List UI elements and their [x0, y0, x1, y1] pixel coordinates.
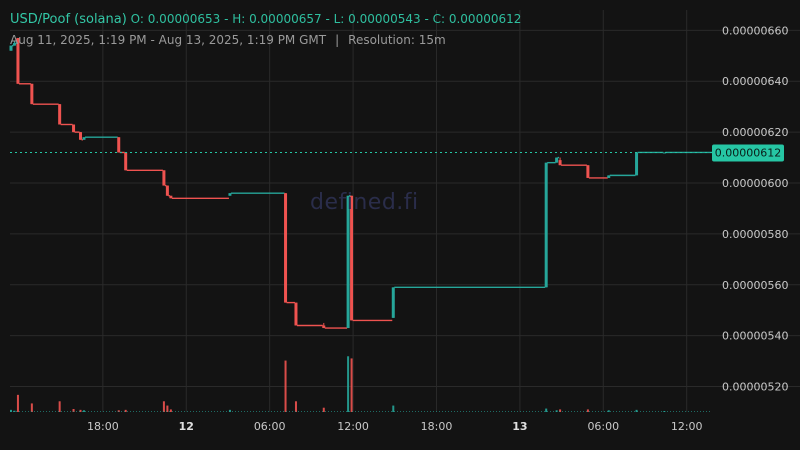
x-tick-label: 12:00: [671, 420, 703, 433]
y-tick-label: 0.00000640: [722, 75, 788, 88]
separator: |: [335, 33, 340, 47]
volume-bar: [586, 409, 589, 412]
volume-bar: [392, 405, 395, 412]
candle-body: [558, 160, 562, 166]
volume-bar: [30, 403, 33, 412]
volume-bar: [635, 409, 638, 412]
y-tick-label: 0.00000560: [722, 279, 788, 292]
x-tick-label: 18:00: [87, 420, 119, 433]
volume-bar: [124, 409, 127, 412]
x-tick-label: 12: [179, 420, 194, 433]
candle-body: [9, 45, 13, 51]
pair-title: USD/Poof (solana): [10, 12, 127, 27]
candle-body: [12, 43, 16, 46]
y-tick-label: 0.00000600: [722, 177, 788, 190]
y-tick-label: 0.00000660: [722, 24, 788, 37]
candle-body: [228, 193, 232, 196]
candle-body: [58, 104, 62, 125]
candle-body: [294, 302, 298, 326]
volume-bar: [347, 356, 350, 412]
volume-bar: [10, 409, 12, 412]
candle-body: [16, 37, 20, 84]
volume-bars: [10, 356, 712, 412]
candle-body: [635, 152, 639, 176]
candle-body: [79, 132, 83, 140]
x-tick-label: 18:00: [421, 420, 453, 433]
volume-bar: [79, 409, 82, 412]
x-tick-label: 06:00: [254, 420, 286, 433]
volume-bar: [545, 408, 548, 412]
volume-bar: [16, 394, 19, 412]
candle-body: [162, 170, 166, 186]
y-tick-label: 0.00000520: [722, 381, 788, 394]
volume-bar: [58, 401, 61, 412]
volume-bar: [607, 410, 610, 412]
resolution: Resolution: 15m: [348, 33, 446, 47]
candle-body: [555, 157, 559, 163]
volume-bar: [294, 401, 297, 412]
candle-body: [82, 137, 86, 140]
x-tick-label: 06:00: [587, 420, 619, 433]
volume-bar: [82, 410, 85, 412]
y-axis: 0.00000660 0.00000640 0.00000620 0.00000600…: [722, 24, 788, 393]
candle-body: [350, 195, 354, 321]
candle-body: [346, 195, 350, 329]
candle-body: [391, 287, 395, 318]
x-axis: 18:00 12 06:00 12:00 18:00 13 06:00 12:00: [87, 420, 703, 433]
candle-body: [662, 152, 666, 154]
y-tick-label: 0.00000580: [722, 228, 788, 241]
candle-body: [544, 162, 548, 288]
header-ohlc-row: USD/Poof (solana) O: 0.00000653 - H: 0.0…: [10, 12, 521, 27]
ohlc-values: O: 0.00000653 - H: 0.00000657 - L: 0.000…: [130, 12, 522, 26]
x-tick-label: 13: [512, 420, 527, 433]
candle-body: [322, 325, 326, 329]
current-price-line: 0.00000612: [10, 144, 784, 162]
date-range: Aug 11, 2025, 1:19 PM - Aug 13, 2025, 1:…: [10, 33, 327, 47]
candle-body: [169, 195, 173, 199]
volume-bar: [322, 407, 325, 412]
volume-bar: [169, 409, 172, 412]
candle-body: [30, 83, 34, 105]
current-price-label: 0.00000612: [715, 146, 781, 159]
candle-body: [165, 185, 169, 196]
candle-body: [284, 193, 288, 303]
watermark: defined.fi: [310, 190, 419, 215]
header-range-row: Aug 11, 2025, 1:19 PM - Aug 13, 2025, 1:…: [10, 33, 446, 47]
volume-bar: [228, 409, 231, 412]
volume-bar: [284, 360, 287, 412]
candle-body: [124, 152, 128, 171]
y-tick-label: 0.00000620: [722, 126, 788, 139]
volume-bar: [166, 405, 169, 412]
candle-body: [586, 165, 590, 178]
candle-body: [117, 137, 121, 153]
x-tick-label: 12:00: [337, 420, 369, 433]
volume-bar: [72, 409, 75, 412]
volume-bar: [559, 409, 562, 412]
volume-bar: [350, 358, 353, 412]
candles: [9, 37, 712, 329]
volume-bar: [162, 401, 165, 412]
grid: [10, 10, 800, 412]
candle-body: [72, 124, 76, 133]
candle-body: [607, 175, 611, 178]
volume-bar: [13, 410, 16, 412]
current-price-tag: [712, 144, 784, 162]
y-tick-label: 0.00000540: [722, 330, 788, 343]
